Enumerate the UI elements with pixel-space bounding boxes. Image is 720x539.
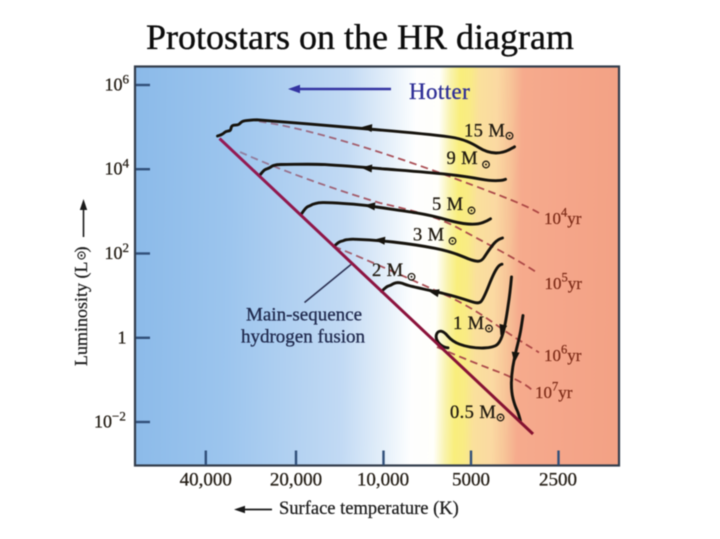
svg-text:102: 102 [105, 240, 130, 263]
svg-text:1: 1 [118, 328, 127, 348]
svg-text:5000: 5000 [452, 470, 490, 491]
svg-text:15 M: 15 M [464, 122, 505, 142]
svg-text:20,000: 20,000 [270, 470, 322, 491]
svg-text:40,000: 40,000 [180, 470, 232, 491]
svg-text:Protostars on the HR diagram: Protostars on the HR diagram [146, 17, 574, 57]
svg-text:3 M: 3 M [413, 225, 445, 245]
svg-text:Hotter: Hotter [409, 79, 470, 104]
svg-text:104: 104 [105, 156, 130, 179]
svg-text:5 M: 5 M [432, 195, 464, 215]
svg-text:1 M: 1 M [453, 314, 485, 334]
svg-text:Surface temperature (K): Surface temperature (K) [279, 499, 459, 519]
svg-text:2 M: 2 M [372, 261, 404, 281]
svg-text:2500: 2500 [539, 470, 577, 491]
svg-text:10−2: 10−2 [94, 409, 126, 432]
svg-text:hydrogen fusion: hydrogen fusion [241, 327, 366, 348]
svg-text:9 M: 9 M [447, 149, 479, 169]
svg-text:Main-sequence: Main-sequence [246, 305, 362, 326]
svg-text:Luminosity (L): Luminosity (L) [71, 247, 92, 367]
svg-text:10,000: 10,000 [357, 470, 409, 491]
svg-text:106yr: 106yr [544, 343, 582, 366]
svg-text:104yr: 104yr [544, 206, 582, 229]
svg-text:107yr: 107yr [535, 380, 573, 403]
svg-text:0.5 M: 0.5 M [450, 403, 496, 423]
svg-text:105yr: 105yr [545, 271, 583, 294]
svg-text:106: 106 [105, 72, 130, 95]
